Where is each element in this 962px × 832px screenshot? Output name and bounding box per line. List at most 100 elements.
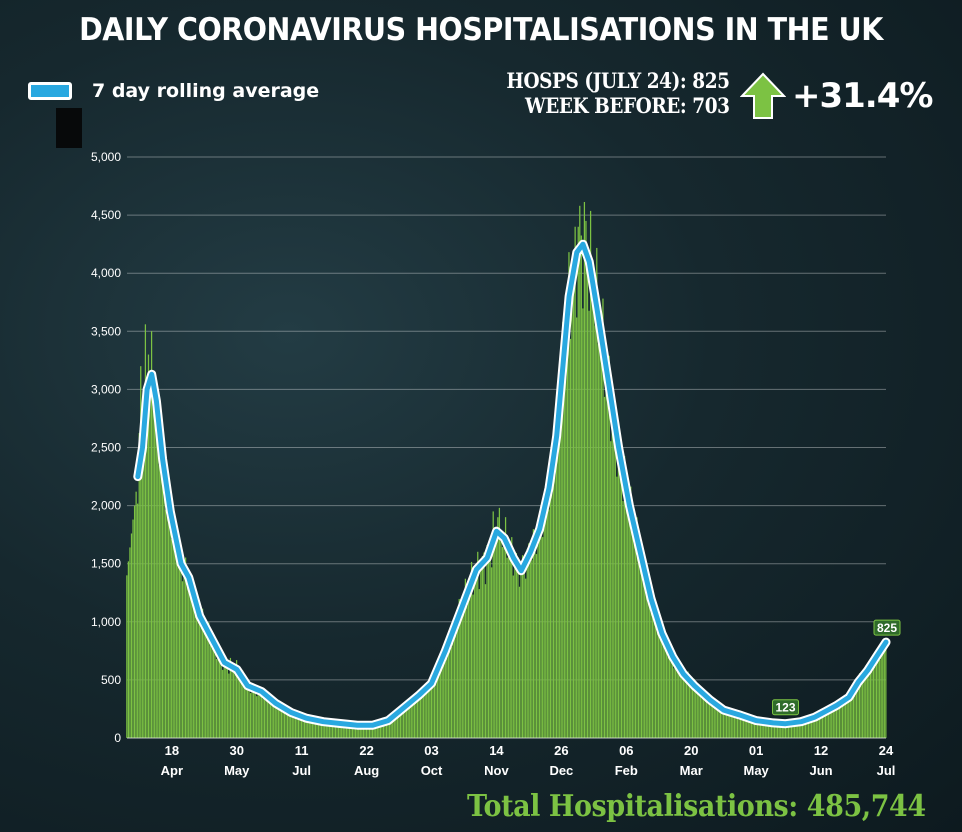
bar	[150, 331, 153, 738]
bar	[749, 717, 751, 738]
bar	[321, 720, 323, 738]
bar	[671, 654, 674, 738]
bar	[716, 704, 718, 738]
x-tick-month: Mar	[680, 763, 703, 778]
bar	[252, 686, 255, 738]
bar	[246, 685, 249, 738]
bar	[410, 704, 412, 738]
bar	[858, 673, 861, 738]
bar	[526, 548, 528, 738]
legend-swatch	[28, 82, 72, 100]
bar	[314, 719, 317, 738]
bar	[164, 509, 167, 738]
x-tick-month: Oct	[421, 763, 443, 778]
week-before-value: 703	[692, 93, 731, 118]
bar	[348, 724, 351, 738]
bar	[481, 555, 484, 738]
bar	[268, 701, 270, 738]
bar	[395, 712, 397, 738]
bar	[736, 714, 739, 738]
bar	[633, 539, 635, 738]
x-tick-month: Dec	[549, 763, 573, 778]
bar	[512, 575, 514, 738]
bar	[160, 443, 162, 738]
bar	[147, 354, 150, 738]
bar	[265, 694, 267, 738]
bar	[515, 552, 518, 738]
bar	[135, 491, 137, 738]
bar	[571, 279, 573, 738]
hosps-line: HOSPS (JULY 24): 825	[507, 68, 731, 93]
bar	[838, 708, 841, 738]
bar	[433, 679, 436, 738]
bar	[778, 721, 780, 738]
bar	[472, 594, 474, 738]
bar	[557, 425, 559, 738]
bar	[764, 723, 766, 738]
bar	[290, 714, 292, 738]
bar	[611, 401, 613, 738]
bar	[857, 684, 859, 738]
bar	[696, 689, 698, 738]
x-tick-month: Feb	[615, 763, 638, 778]
bar	[163, 461, 165, 738]
bar	[535, 554, 538, 738]
y-tick-label: 1,000	[91, 615, 121, 629]
bar	[248, 680, 250, 738]
bar	[175, 553, 177, 738]
bar	[438, 672, 440, 738]
bar	[755, 719, 757, 738]
bar	[310, 717, 312, 738]
bar	[302, 718, 304, 738]
data-label-box	[772, 699, 800, 716]
bar	[282, 704, 284, 738]
bar	[274, 704, 276, 738]
bar	[217, 649, 219, 738]
bar	[710, 699, 712, 738]
bar	[212, 638, 215, 738]
bar	[852, 684, 855, 738]
bar	[783, 723, 785, 738]
bar	[157, 389, 159, 738]
bar	[631, 521, 633, 738]
bar	[140, 366, 142, 738]
bar	[721, 705, 723, 738]
bar	[449, 637, 451, 738]
bar	[296, 717, 298, 738]
bar	[475, 565, 477, 738]
bar	[402, 707, 405, 738]
bar	[792, 724, 794, 738]
bar	[158, 465, 160, 738]
bar	[370, 725, 372, 738]
bar	[529, 562, 531, 738]
bar	[288, 709, 290, 738]
bar	[576, 317, 578, 738]
bar	[543, 499, 545, 738]
bar	[707, 703, 709, 738]
bar	[691, 685, 694, 738]
bar	[537, 535, 539, 738]
bar	[610, 441, 612, 738]
bar	[664, 634, 666, 738]
bar	[254, 685, 256, 738]
bar	[463, 609, 465, 738]
bar	[568, 252, 570, 739]
bar	[440, 662, 442, 738]
bar	[283, 710, 286, 738]
bar	[874, 659, 876, 738]
bar	[606, 368, 609, 738]
bar	[393, 718, 395, 738]
x-tick-day: 18	[165, 743, 179, 758]
bar	[860, 680, 862, 738]
bar	[821, 713, 824, 738]
bar	[390, 716, 392, 738]
bar	[271, 700, 273, 738]
x-tick-day: 06	[619, 743, 633, 758]
bar	[589, 210, 592, 738]
bar	[756, 720, 759, 738]
bar	[184, 557, 187, 738]
bar	[614, 414, 616, 738]
bar	[477, 551, 479, 738]
x-tick-day: 01	[749, 743, 763, 758]
bar	[767, 720, 769, 738]
